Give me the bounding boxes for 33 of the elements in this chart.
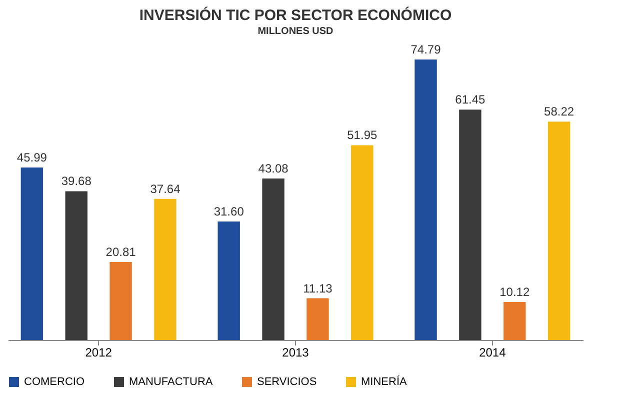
data-label: 61.45 — [455, 92, 486, 107]
bar — [548, 122, 570, 340]
bar — [459, 110, 482, 340]
data-label: 10.12 — [500, 285, 530, 300]
bar — [504, 302, 526, 340]
bar — [65, 191, 88, 340]
data-label: 74.79 — [410, 42, 442, 57]
bar — [414, 60, 437, 340]
data-label: 39.68 — [61, 174, 92, 188]
bar — [262, 178, 284, 340]
data-label: 20.81 — [106, 244, 136, 259]
data-label: 51.95 — [347, 128, 378, 142]
data-label: 45.99 — [16, 150, 48, 165]
legend-label: MANUFACTURA — [129, 376, 214, 388]
legend-label: SERVICIOS — [257, 376, 317, 388]
data-label: 11.13 — [303, 281, 333, 296]
bar — [218, 222, 240, 340]
chart-subtitle: MILLONES USD — [258, 26, 334, 37]
x-tick-label: 2014 — [479, 346, 506, 360]
data-label: 31.60 — [214, 204, 244, 218]
bar — [154, 198, 176, 340]
chart-title: INVERSIÓN TIC POR SECTOR ECONÓMICO — [139, 6, 452, 24]
data-label: 37.64 — [150, 182, 181, 196]
x-tick-label: 2012 — [85, 346, 112, 360]
data-label: 58.22 — [544, 104, 574, 119]
bar — [20, 168, 44, 340]
bar — [110, 262, 132, 340]
legend-label: MINERÍA — [361, 375, 408, 388]
data-label: 43.08 — [258, 161, 289, 176]
bar — [306, 298, 329, 340]
x-tick-label: 2013 — [282, 346, 310, 360]
legend-label: COMERCIO — [24, 376, 85, 388]
bar — [351, 145, 374, 340]
